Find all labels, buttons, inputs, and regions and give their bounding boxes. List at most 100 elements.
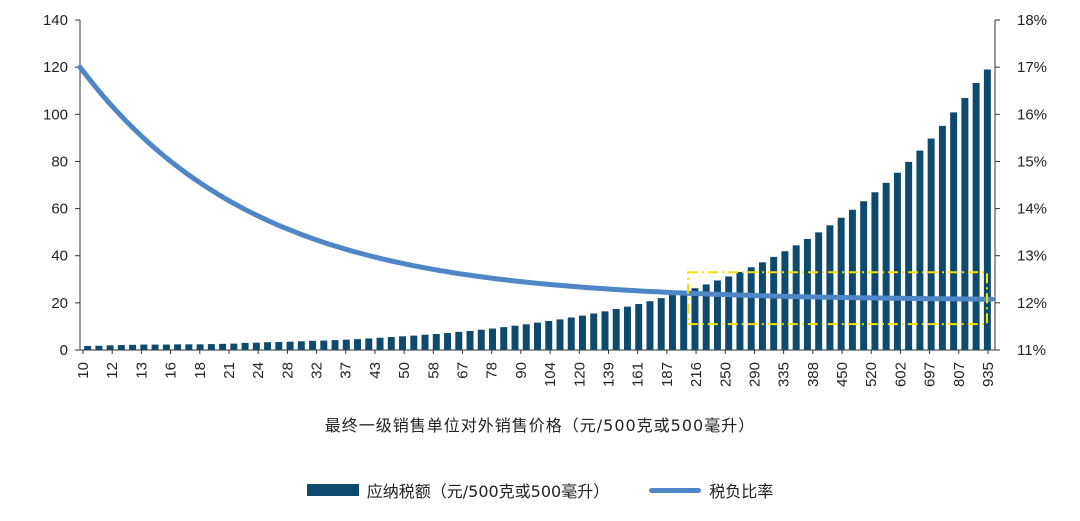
bar [961,98,969,351]
highlight-box [687,271,988,326]
bar [927,138,935,350]
bar [432,333,440,350]
bar [534,322,541,350]
legend-item-tax-amount: 应纳税额（元/500克或500毫升） [306,478,609,502]
bar [275,341,283,350]
right-tick-label: 16% [1017,106,1047,123]
bar [106,345,114,350]
x-tick-label: 104 [542,362,559,387]
bar [848,209,856,350]
bar [736,271,744,350]
bar [286,341,294,350]
x-tick-label: 450 [834,362,851,387]
bar [758,262,766,350]
x-tick-label: 10 [75,362,92,379]
bar [972,82,980,350]
bar [871,192,879,350]
x-tick-label: 697 [922,362,939,387]
bar [702,284,710,350]
bar [567,317,575,350]
bar [938,125,946,350]
bar [410,335,418,350]
left-tick-label: 20 [51,295,68,312]
legend-swatch-line [649,487,702,493]
x-tick-label: 13 [133,362,150,379]
bar [950,112,958,351]
x-tick-label: 28 [279,362,296,379]
bar [264,342,272,350]
bar [635,304,643,350]
bar [387,337,395,350]
bar [601,311,609,350]
bar [860,201,868,350]
x-tick-label: 602 [892,362,909,387]
bar [882,182,890,350]
bar [500,327,508,350]
bar [219,343,227,350]
bar [815,232,823,350]
tax-rate-line [77,64,995,302]
bar [309,340,317,350]
x-tick-label: 187 [659,362,676,387]
x-tick-label: 139 [600,362,617,387]
bar [376,337,384,350]
bar [893,172,901,350]
left-tick-label: 140 [43,12,68,29]
bar [196,344,204,350]
bar [691,288,699,350]
x-tick-label: 388 [805,362,822,387]
bar [770,256,778,350]
bar [680,291,688,350]
legend-label-tax-rate: 税负比率 [709,482,774,501]
x-tick-label: 290 [746,362,763,387]
legend-swatch-bar [306,484,359,496]
x-tick-label: 90 [513,362,530,379]
bar [646,301,654,350]
bar [95,345,103,350]
bar [713,280,721,350]
bar [241,342,249,350]
x-tick-label: 67 [455,362,472,379]
bar [725,276,733,350]
bar [84,345,92,350]
bar [916,150,924,350]
left-tick-label: 60 [51,201,68,218]
x-tick-label: 21 [221,362,238,379]
bar [162,344,170,350]
left-tick-label: 80 [51,153,68,170]
bar [781,251,789,350]
bar [477,329,485,350]
x-tick-label: 78 [484,362,501,379]
x-tick-label: 335 [776,362,793,387]
bar [140,344,148,350]
bar [612,308,620,350]
x-tick-label: 120 [571,362,588,387]
right-tick-label: 18% [1017,12,1047,29]
bar [511,325,519,350]
bar [657,298,665,350]
right-tick-label: 11% [1017,342,1046,359]
bar [129,344,137,350]
x-tick-label: 520 [863,362,880,387]
bar [444,333,452,350]
right-tick-label: 12% [1017,295,1047,312]
right-tick-label: 17% [1017,59,1047,76]
bar [623,306,631,350]
bar [117,345,125,350]
legend: 应纳税额（元/500克或500毫升） 税负比率 [0,478,1080,502]
bar [556,319,564,350]
bar [522,324,530,350]
bar [466,330,474,350]
bar [421,334,429,350]
bar [185,344,193,350]
bar [252,342,260,350]
bar [342,339,350,350]
x-tick-label: 37 [338,362,355,379]
bar [455,331,463,350]
bar [297,341,305,350]
x-tick-label: 32 [309,362,326,379]
bar [354,339,362,350]
x-tick-label: 16 [163,362,180,379]
bar [747,267,755,350]
left-tick-label: 100 [43,106,68,123]
